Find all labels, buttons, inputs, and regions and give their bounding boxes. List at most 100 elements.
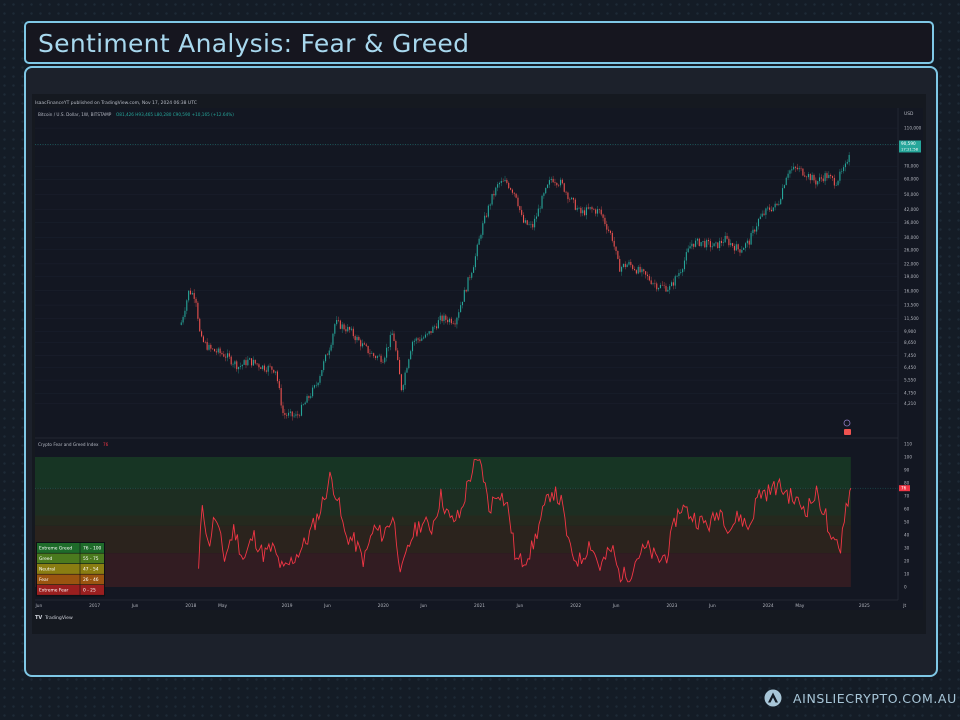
candle-body [373,353,375,357]
candle-body [432,326,434,333]
symbol-label: Bitcoin / U.S. Dollar, 1W, BITSTAMP [38,112,112,117]
candle-body [497,184,499,188]
candle-body [661,284,663,286]
candle-body [513,192,515,194]
price-tick-label: 26,000 [904,247,919,252]
candle-body [430,331,432,333]
fg-tick-label: 70 [904,494,910,499]
candle-body [689,246,691,249]
candle-body [584,210,586,216]
candle-body [558,185,560,186]
candle-body [504,179,506,182]
fg-tick-label: 60 [904,507,910,512]
indicator-suffix: 76 [103,442,109,447]
candle-body [213,348,216,352]
candle-body [317,382,319,386]
candle-body [269,365,271,367]
time-tick-label: Jun [612,603,620,609]
candle-body [204,341,206,343]
candle-body [441,315,443,322]
fg-tick-label: 110 [904,442,912,447]
legend-range: 55 - 75 [83,556,99,562]
candle-body [556,182,558,186]
candle-body [737,244,739,250]
candle-body [767,207,769,209]
candle-body [493,193,495,196]
candle-body [572,197,575,200]
candle-body [711,246,713,248]
candle-body [569,199,571,200]
candle-body [807,174,810,178]
candle-body [186,300,188,311]
price-tick-label: 110,000 [904,126,922,131]
candle-body [617,251,619,259]
candle-body [781,188,784,200]
candle-body [482,223,484,235]
candle-body [299,415,301,416]
candle-body [843,167,845,172]
candle-body [275,371,277,373]
ohlc-readout: O81,426 H93,465 L80,280 C90,590 +10,165 … [116,112,234,117]
candle-body [458,312,460,318]
calendar-event-icon [844,429,851,435]
candle-body [189,290,192,295]
candle-body [683,260,686,270]
candle-body [434,326,436,327]
tradingview-logo: TV TradingView [35,615,73,621]
candle-body [608,229,610,231]
candle-body [785,177,787,186]
candle-body [238,366,240,370]
candle-body [278,381,280,389]
candle-body [547,184,549,188]
price-tick-label: 13,500 [904,303,919,308]
candle-body [563,183,565,192]
candle-body [524,220,526,223]
candle-body [498,182,501,185]
candle-body [502,180,504,182]
candle-body [223,354,225,357]
event-marker-icon [843,419,851,427]
candle-body [243,360,245,365]
price-tick-label: 4,750 [904,391,916,396]
candle-body [635,270,637,274]
candle-body [672,282,674,286]
candle-body [537,208,539,217]
candle-body [778,204,780,205]
price-tick-label: 7,450 [904,353,916,358]
time-tick-label: 2017 [89,603,100,609]
ainslie-logo-icon [764,689,782,707]
fg-tick-label: 40 [904,533,910,538]
candle-body [232,364,234,365]
candle-body [389,335,391,347]
candle-body [707,239,710,242]
candle-body [780,199,782,205]
tradingview-chart: IsaacFinanceYT published on TradingView.… [32,94,926,634]
candle-body [724,235,726,243]
candle-body [665,285,667,292]
candle-body [815,180,817,185]
candle-body [210,344,212,349]
candle-body [386,347,388,358]
candle-body [219,348,221,354]
candle-body [824,173,826,182]
candle-body [293,415,295,417]
candle-body [280,388,282,406]
legend-label: Extreme Fear [39,588,69,594]
candle-body [604,217,606,225]
candle-body [717,242,719,249]
candle-body [419,339,421,341]
candle-body [510,188,512,190]
candle-body [696,238,698,241]
fg-tick-label: 90 [904,468,910,473]
candle-body [674,276,676,286]
candle-body [289,411,291,413]
time-tick-label: 2022 [570,603,581,609]
candle-body [728,238,730,246]
candle-body [628,261,630,265]
candle-body [350,328,353,330]
candle-body [831,176,834,178]
candle-body [195,298,197,303]
candle-body [633,269,636,271]
candle-body [421,338,423,341]
candle-body [698,238,700,246]
